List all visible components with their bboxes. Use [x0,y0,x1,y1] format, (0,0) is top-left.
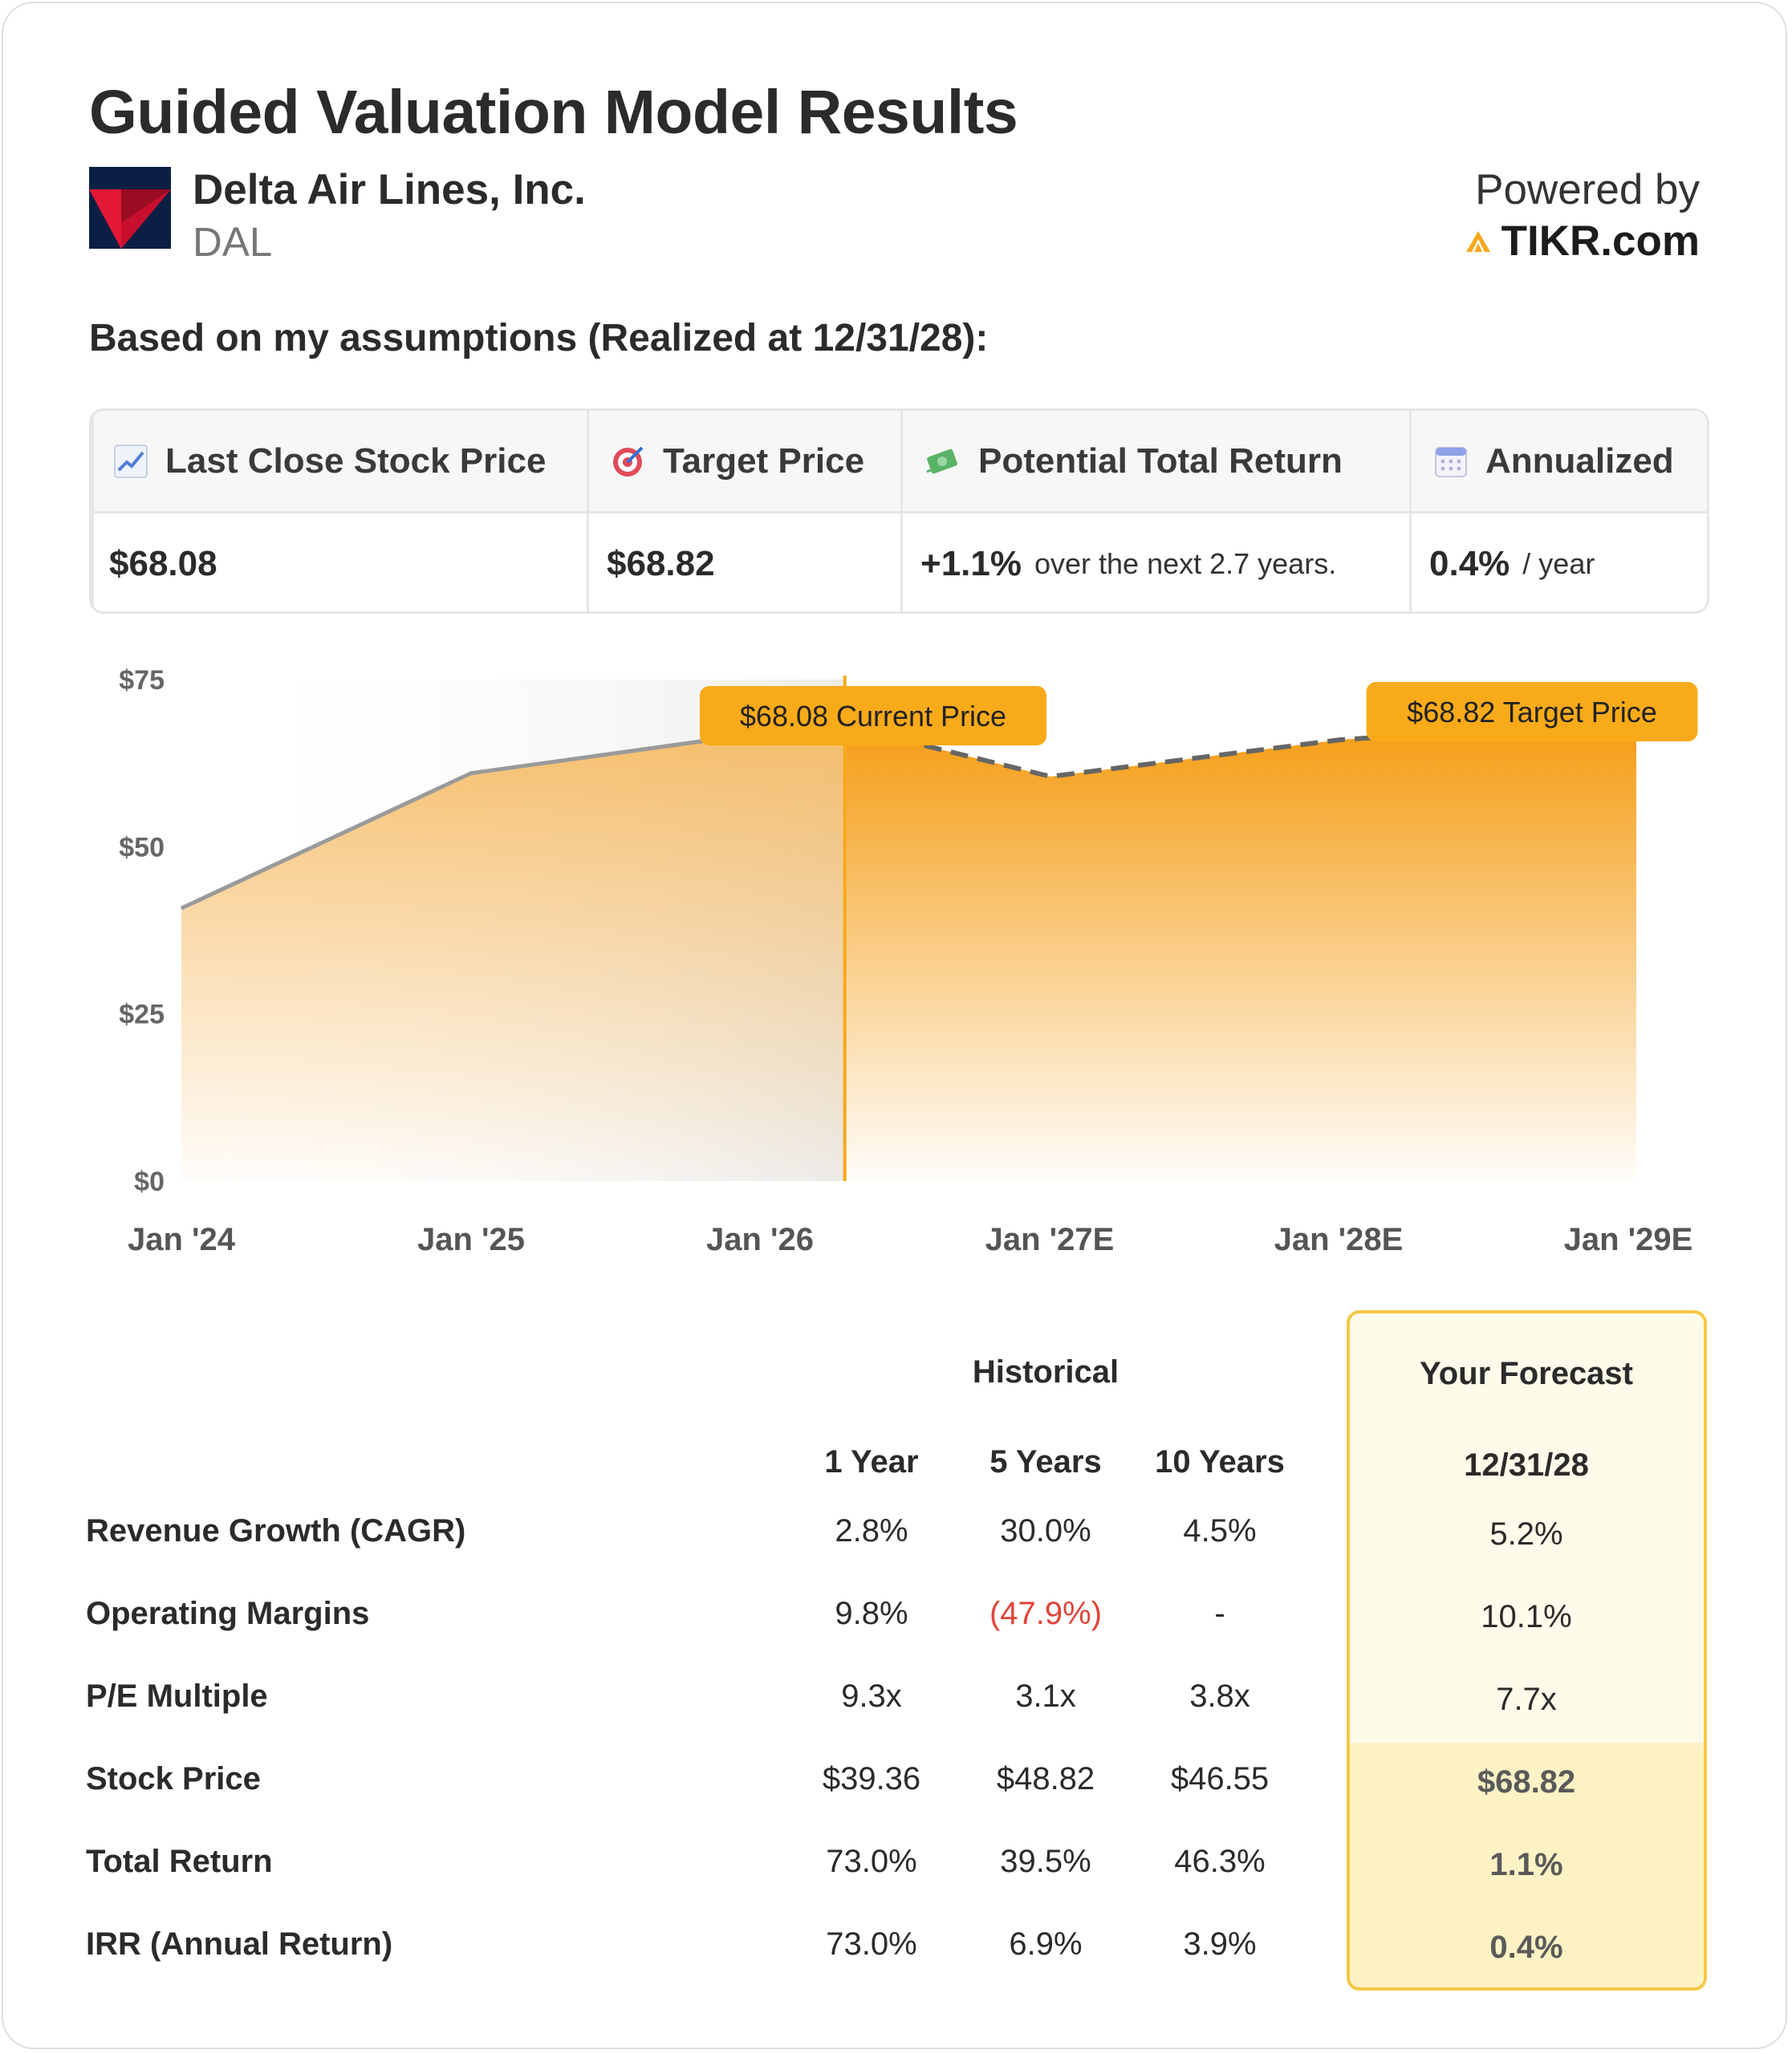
row-label: Operating Margins [86,1596,370,1631]
price-chart: $0 $25 $50 $75 Jan '24 Jan '25 Jan '26 Jan '27E… [119,665,1698,1257]
table-cell: 2.8% [835,1513,908,1549]
x-tick-label: Jan '26 [706,1222,814,1257]
forecast-line [843,718,1631,779]
tikr-brand[interactable]: TIKR.com [1465,217,1700,266]
y-tick-label: $75 [119,665,165,696]
target-price-badge [1366,682,1698,741]
metric-suffix: over the next 2.7 years. [1034,546,1337,580]
y-tick-label: $25 [119,1000,165,1030]
row-label: Total Return [86,1844,273,1879]
metric-col-divider [587,411,903,611]
tikr-logo-icon [1465,230,1490,252]
column-header: 10 Years [1155,1444,1285,1480]
table-cell: 9.8% [835,1596,908,1631]
forecast-column-header: 12/31/28 [1464,1447,1589,1483]
metric-col-divider [900,411,1412,611]
metric-value-annualized: 0.4% / year [1429,543,1595,583]
table-cell: 4.5% [1183,1513,1257,1549]
metric-value-last-close: $68.08 [109,543,217,583]
row-label: P/E Multiple [86,1679,268,1714]
x-tick-label: Jan '27E [985,1222,1115,1257]
metric-col-divider [1409,411,1707,611]
page-title: Guided Valuation Model Results [89,78,1018,147]
forecast-cell: 1.1% [1489,1847,1563,1882]
forecast-highlight [1350,1743,1704,1987]
metric-header-annualized: Annualized [1412,411,1707,511]
current-price-label: $68.08 Current Price [740,700,1006,733]
table-cell: $46.55 [1170,1761,1270,1796]
historical-area [181,725,845,1181]
assumptions-heading: Based on my assumptions (Realized at 12/… [89,317,989,359]
historical-header: Historical [972,1354,1119,1390]
forecast-cell: $68.82 [1477,1764,1576,1800]
metric-header-target-price: Target Price [589,411,903,511]
table-cell: 3.9% [1183,1926,1257,1962]
x-tick-label: Jan '28E [1274,1222,1404,1257]
row-label: IRR (Annual Return) [86,1926,393,1962]
row-label: Stock Price [86,1761,261,1796]
metric-header-total-return: Potential Total Return [903,411,1412,511]
x-tick-label: Jan '29E [1564,1222,1693,1257]
y-tick-label: $50 [119,832,165,863]
table-cell: $39.36 [822,1761,921,1796]
table-cell: 46.3% [1174,1844,1266,1879]
ticker-symbol: DAL [193,219,273,265]
column-header: 1 Year [824,1444,919,1480]
money-icon [926,449,957,473]
table-cell: (47.9%) [989,1596,1103,1631]
x-tick-label: Jan '25 [417,1222,525,1257]
table-cell: 73.0% [826,1844,917,1879]
tikr-brand-label: TIKR.com [1501,217,1700,265]
table-cell: 73.0% [826,1926,917,1962]
forecast-panel [1347,1310,1707,1991]
forecast-cell: 7.7x [1496,1682,1557,1717]
table-cell: - [1214,1596,1225,1631]
calendar-icon [1435,446,1467,477]
table-cell: 6.9% [1009,1926,1083,1962]
metric-value-target-price: $68.82 [607,543,715,583]
forecast-cell: 5.2% [1489,1516,1563,1552]
metric-header-last-close: Last Close Stock Price [91,411,587,511]
forecast-cell: 0.4% [1489,1930,1563,1965]
company-name: Delta Air Lines, Inc. [193,166,586,213]
metric-suffix: / year [1522,546,1595,580]
column-header: 5 Years [989,1444,1102,1480]
y-tick-label: $0 [134,1167,165,1197]
current-price-badge [700,686,1046,745]
row-label: Revenue Growth (CAGR) [86,1513,466,1549]
x-tick-label: Jan '24 [128,1222,236,1257]
forecast-area [844,721,1636,1181]
table-cell: 39.5% [1000,1844,1091,1879]
metrics-table: Last Close Stock Price Target Price Pote… [89,408,1709,614]
powered-by-label: Powered by [1475,166,1700,213]
forecast-header: Your Forecast [1420,1356,1633,1391]
table-cell: 3.8x [1189,1679,1250,1714]
delta-logo-icon [89,167,171,249]
target-price-label: $68.82 Target Price [1407,696,1657,729]
table-cell: $48.82 [996,1761,1095,1796]
metric-value-total-return: +1.1% over the next 2.7 years. [920,543,1337,583]
metric-col-divider [91,411,589,611]
forecast-cell: 10.1% [1481,1599,1572,1634]
table-cell: 9.3x [841,1679,902,1714]
table-cell: 30.0% [1000,1513,1091,1549]
target-icon [613,446,644,477]
table-cell: 3.1x [1015,1679,1076,1714]
chart-up-icon [114,444,148,478]
